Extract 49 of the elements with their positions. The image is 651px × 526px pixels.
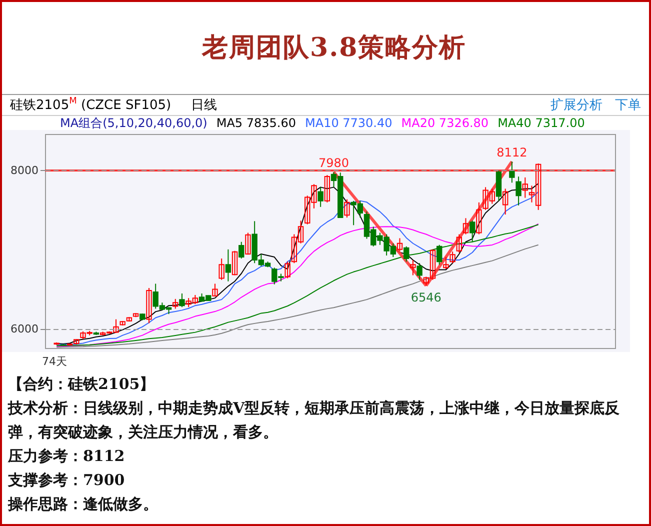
candlestick bbox=[172, 298, 178, 310]
candlestick bbox=[516, 176, 522, 206]
candlestick bbox=[476, 202, 482, 235]
candlestick bbox=[225, 248, 232, 282]
text: 日线 bbox=[191, 97, 218, 114]
candlestick bbox=[509, 161, 515, 184]
chart-subtitle: 硅铁2105$^{M}$ (CZCE SF105) bbox=[10, 96, 172, 114]
candlestick bbox=[456, 234, 462, 253]
candlestick bbox=[462, 218, 469, 235]
candlestick bbox=[284, 261, 290, 279]
candlestick bbox=[443, 256, 449, 270]
text: MA10 7730.40 bbox=[305, 116, 392, 130]
candlestick bbox=[218, 258, 224, 280]
text: MA5 7835.60 bbox=[216, 116, 296, 130]
text: 压力参考：8112 bbox=[8, 446, 126, 467]
text: MA组合(5,10,20,40,60,0) bbox=[60, 116, 208, 130]
text: 74天 bbox=[42, 354, 67, 369]
text: 技术分析：日线级别，中期走势成V型反转，短期承压前高震荡，上涨中继，今日放量探底反弹，有突破迹象，关注压力情况，看多。 bbox=[8, 398, 621, 443]
candlestick bbox=[146, 288, 152, 324]
candlestick bbox=[450, 251, 456, 264]
text: MA40 7317.00 bbox=[498, 116, 585, 130]
text: 支撑参考：7900 bbox=[8, 470, 126, 491]
candlestick bbox=[344, 198, 350, 218]
candlestick bbox=[318, 186, 324, 208]
candlestick bbox=[396, 238, 403, 252]
annotation: 6546 bbox=[410, 290, 442, 305]
line-series bbox=[56, 244, 539, 348]
candlestick bbox=[416, 262, 422, 280]
annotation: 7980 bbox=[318, 156, 350, 170]
candlestick bbox=[232, 250, 238, 276]
text: 扩展分析 bbox=[550, 98, 603, 113]
text: 【合约：硅铁2105】 bbox=[8, 374, 156, 395]
candlestick bbox=[522, 176, 528, 198]
y-tick-label: 8000 bbox=[10, 164, 38, 177]
y-tick-label: 6000 bbox=[10, 322, 38, 336]
text: 下单 bbox=[615, 98, 641, 113]
annotation: 8112 bbox=[496, 146, 528, 160]
text: MA20 7326.80 bbox=[401, 116, 489, 130]
candlestick bbox=[245, 232, 251, 256]
text: 操作思路：逢低做多。 bbox=[8, 494, 159, 515]
candlestick bbox=[179, 292, 185, 308]
candlestick bbox=[238, 241, 244, 260]
candlestick bbox=[212, 283, 218, 297]
candlestick bbox=[410, 260, 416, 276]
candlestick bbox=[324, 174, 330, 203]
candlestick bbox=[436, 244, 442, 266]
candlestick bbox=[502, 188, 508, 216]
candlestick bbox=[404, 246, 410, 262]
chart-title: 老周团队3.8策略分析 bbox=[202, 32, 466, 65]
